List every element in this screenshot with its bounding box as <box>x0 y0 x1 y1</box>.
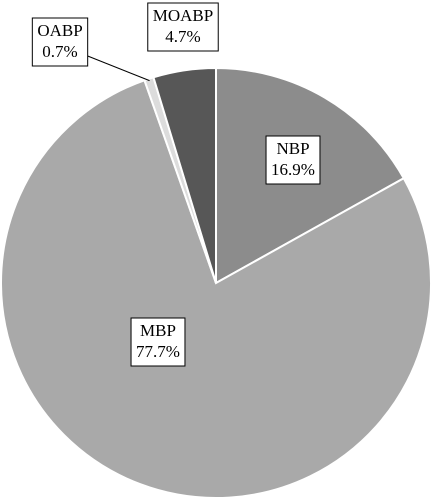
label-box <box>31 17 89 67</box>
leader-line <box>87 55 150 82</box>
slice-label: OABP 0.7% <box>31 17 150 82</box>
label-name: NBP <box>276 139 309 158</box>
label-box <box>265 135 321 185</box>
pie-slice <box>0 78 432 499</box>
label-name: OABP <box>37 21 82 40</box>
label-name: MBP <box>140 321 176 340</box>
label-box <box>147 2 219 52</box>
label-value: 0.7% <box>42 42 77 61</box>
slice-label: MBP 77.7% <box>130 317 186 367</box>
pie-slice <box>152 66 217 284</box>
label-value: 77.7% <box>136 342 180 361</box>
label-box <box>130 317 186 367</box>
label-value: 4.7% <box>165 27 200 46</box>
label-value: 16.9% <box>271 160 315 179</box>
label-name: MOABP <box>153 6 213 25</box>
slice-label: NBP 16.9% <box>265 135 321 185</box>
slice-label: MOABP 4.7% <box>147 2 219 52</box>
